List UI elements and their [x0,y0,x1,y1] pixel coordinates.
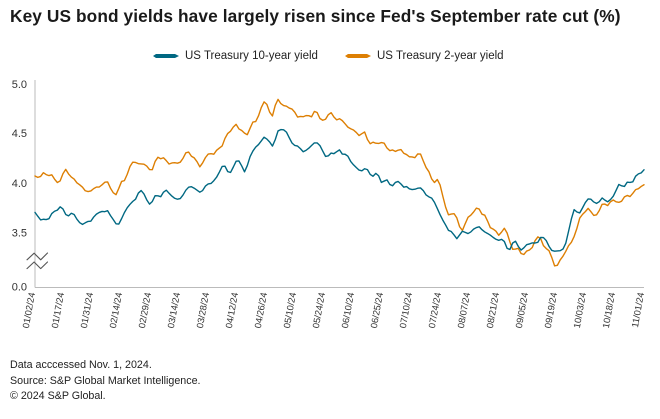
svg-text:06/25/24: 06/25/24 [369,292,385,329]
svg-text:10/03/24: 10/03/24 [572,292,588,329]
svg-text:02/14/24: 02/14/24 [108,292,124,329]
svg-text:01/31/24: 01/31/24 [79,292,95,329]
svg-text:08/07/24: 08/07/24 [456,292,472,329]
svg-text:11/01/24: 11/01/24 [630,292,646,329]
svg-text:07/10/24: 07/10/24 [398,292,414,329]
svg-text:09/19/24: 09/19/24 [543,292,559,329]
svg-text:4.0: 4.0 [12,178,27,190]
svg-text:07/24/24: 07/24/24 [427,292,443,329]
svg-text:05/24/24: 05/24/24 [311,292,327,329]
svg-text:01/17/24: 01/17/24 [50,292,66,329]
svg-text:04/12/24: 04/12/24 [224,292,240,329]
svg-text:04/26/24: 04/26/24 [253,292,269,329]
svg-text:06/10/24: 06/10/24 [340,292,356,329]
svg-text:03/14/24: 03/14/24 [166,292,182,329]
svg-text:10/18/24: 10/18/24 [601,292,617,329]
svg-text:08/21/24: 08/21/24 [485,292,501,329]
svg-text:03/28/24: 03/28/24 [195,292,211,329]
svg-text:0.0: 0.0 [12,281,27,293]
svg-text:3.5: 3.5 [12,227,27,239]
svg-text:02/29/24: 02/29/24 [137,292,153,329]
svg-text:05/10/24: 05/10/24 [282,292,298,329]
svg-text:4.5: 4.5 [12,128,27,140]
svg-text:01/02/24: 01/02/24 [21,292,37,329]
svg-text:5.0: 5.0 [12,79,27,91]
svg-text:09/05/24: 09/05/24 [514,292,530,329]
